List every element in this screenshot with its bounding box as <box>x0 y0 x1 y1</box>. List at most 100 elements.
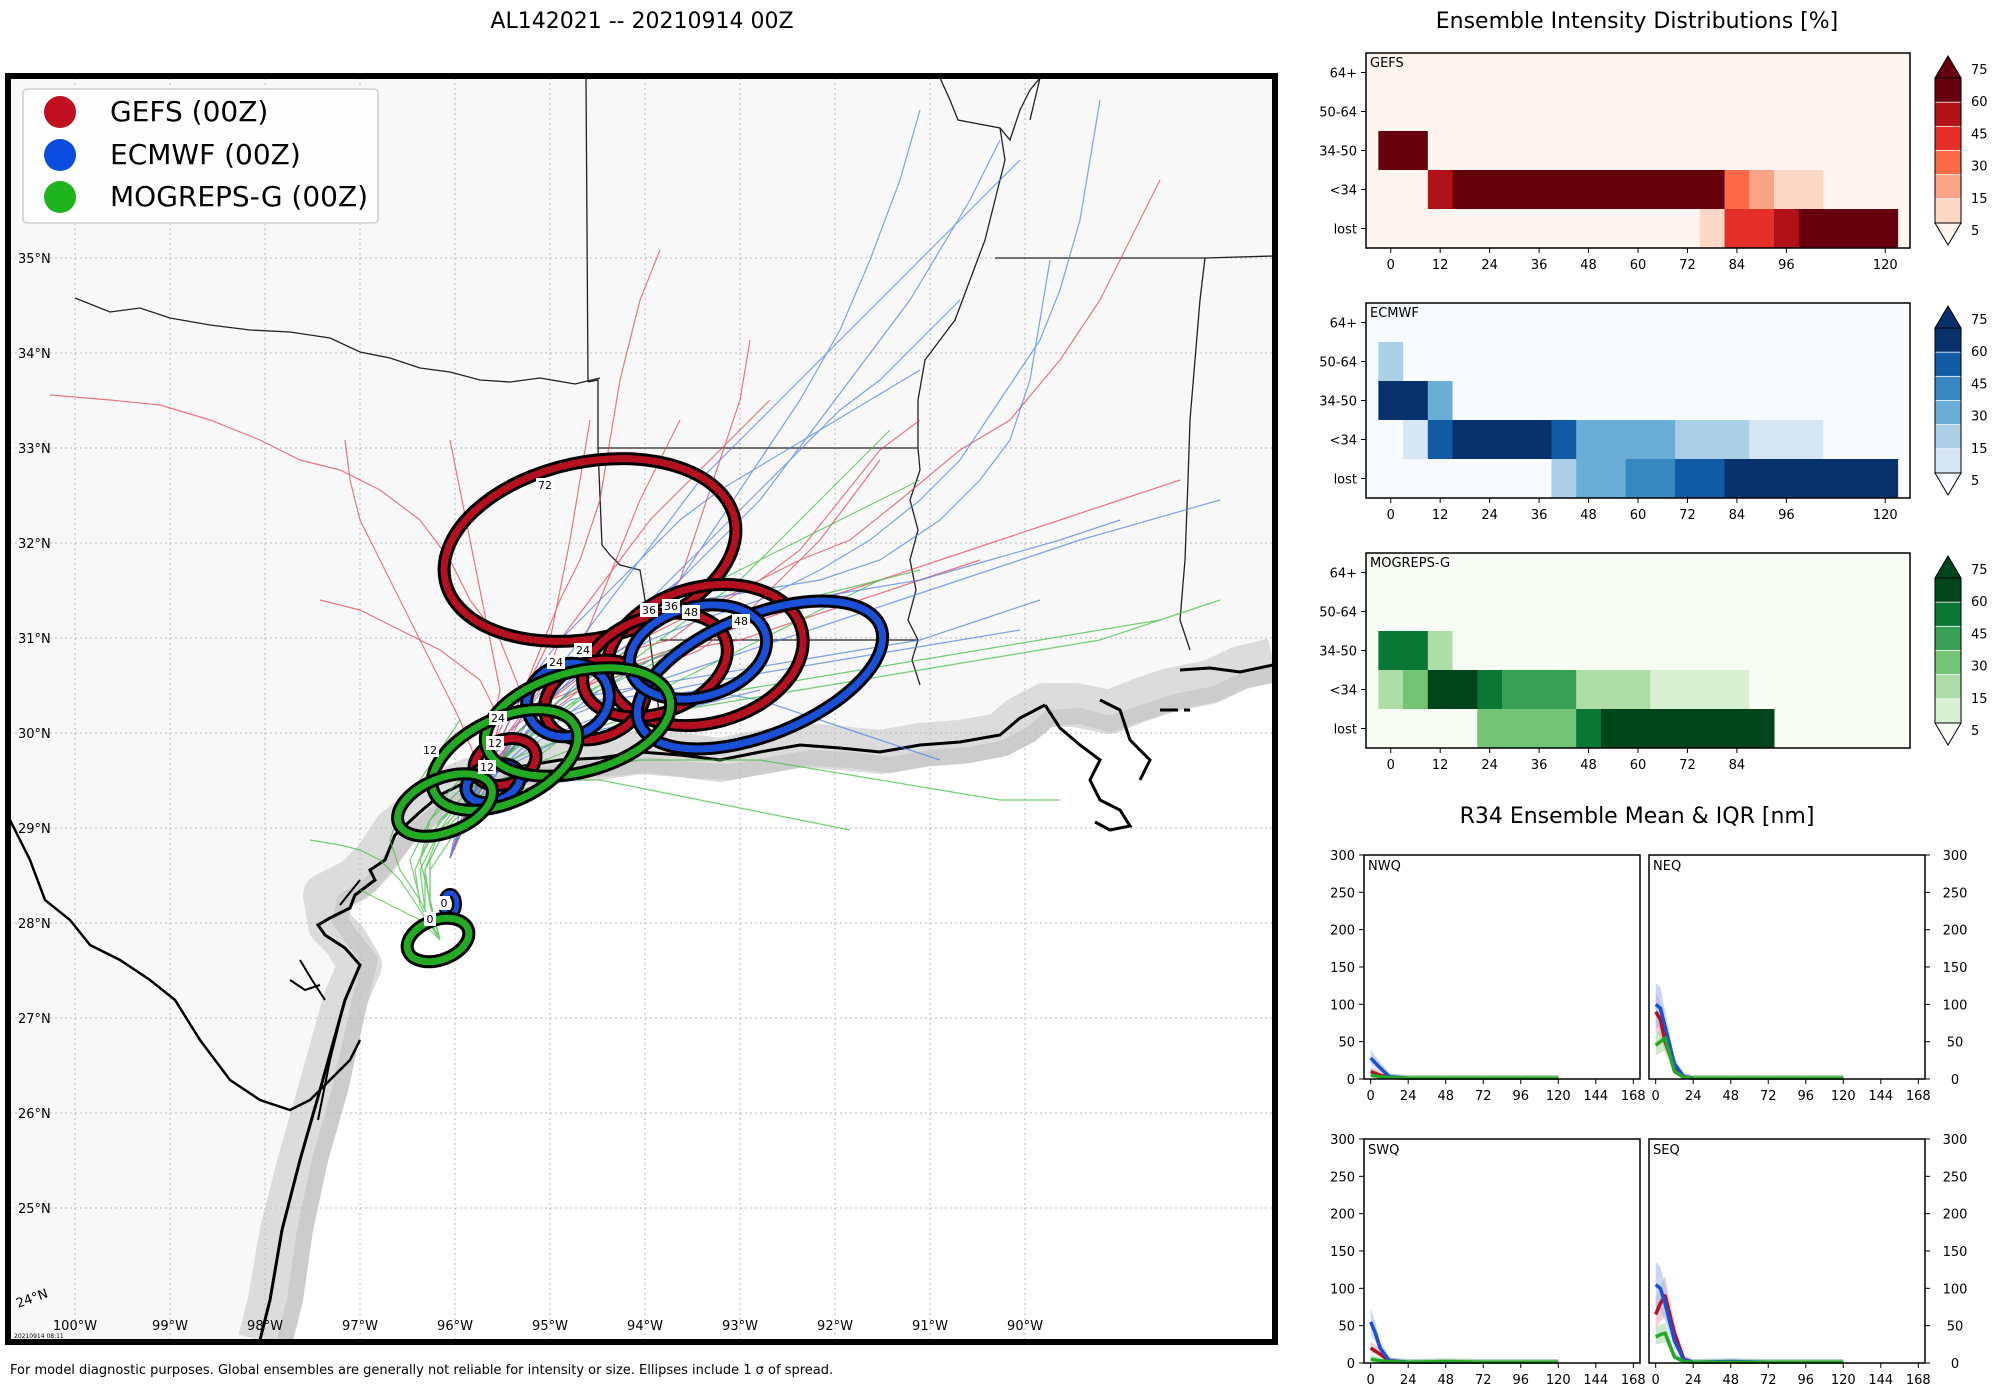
colorbar-top-cap <box>1934 305 1962 329</box>
heatmap-x-tick-label: 0 <box>1387 258 1395 273</box>
colorbar-tick-label: 5 <box>1971 474 1979 489</box>
r34-x-tick-label: 120 <box>1831 1089 1856 1104</box>
heatmap-cell <box>1502 709 1528 749</box>
lat-label-29n: 29°N <box>18 822 51 837</box>
lon-label-97w: 97°W <box>342 1319 378 1334</box>
mogreps-24-label: 24 <box>491 712 505 725</box>
r34-x-tick-label: 48 <box>1437 1373 1454 1388</box>
heatmap-cell <box>1477 303 1503 343</box>
heatmap-cell <box>1749 209 1775 249</box>
lat-label-28n: 28°N <box>18 917 51 932</box>
heatmap-cell <box>1452 592 1478 632</box>
colorbar-tick-label: 45 <box>1971 127 1988 142</box>
heatmap-x-tick-label: 24 <box>1481 508 1498 523</box>
heatmap-cell <box>1576 670 1602 710</box>
heatmap-cell <box>1477 709 1503 749</box>
r34-y-tick-label: 300 <box>1330 849 1355 864</box>
legend-box <box>22 88 379 224</box>
heatmap-cell <box>1699 131 1726 171</box>
heatmap-cell <box>1502 553 1528 593</box>
heatmap-cell <box>1699 553 1726 593</box>
heatmap-cell <box>1774 92 1800 132</box>
legend-gefs-marker <box>44 96 76 128</box>
heatmap-cell <box>1625 381 1651 421</box>
lat-label-31n: 31°N <box>18 632 51 647</box>
r34-x-tick-label: 120 <box>1546 1373 1571 1388</box>
heatmap-cell <box>1798 420 1824 460</box>
colorbar-tick-label: 30 <box>1971 160 1988 175</box>
r34-y-tick-label: 150 <box>1943 961 1968 976</box>
colorbar-tick-label: 5 <box>1971 724 1979 739</box>
colorbar-segment <box>1934 601 1962 628</box>
coastline <box>258 663 1273 1340</box>
lon-labels: 100°W 99°W 98°W 97°W 96°W 95°W 94°W 93°W… <box>53 1319 1043 1334</box>
heatmap-cell <box>1502 381 1528 421</box>
heatmap-cell <box>1774 131 1800 171</box>
main-title: AL142021 -- 20210914 00Z <box>490 9 793 34</box>
heatmap-x-tick-label: 36 <box>1531 508 1548 523</box>
heatmap-cell <box>1774 303 1800 343</box>
heatmap-cell <box>1675 670 1701 710</box>
heatmap-cell <box>1526 209 1552 249</box>
lon-label-90w: 90°W <box>1007 1319 1043 1334</box>
heatmap-cell <box>1526 131 1552 171</box>
heatmap-cell <box>1724 459 1750 499</box>
r34-x-tick-label: 72 <box>1475 1373 1492 1388</box>
r34-x-tick-label: 0 <box>1652 1089 1660 1104</box>
heatmap-cell <box>1551 303 1577 343</box>
heatmap-cell <box>1625 459 1651 499</box>
r34-x-tick-label: 48 <box>1722 1089 1739 1104</box>
heatmap-cell <box>1427 170 1454 210</box>
heatmap-x-tick-label: 12 <box>1432 758 1449 773</box>
heatmap-cell <box>1724 670 1750 710</box>
heatmap-cell <box>1403 670 1429 710</box>
heatmap-x-tick-label: 12 <box>1432 508 1449 523</box>
heatmap-x-tick-label: 48 <box>1580 758 1597 773</box>
label-ecmwf-24: 24 <box>547 655 565 669</box>
colorbar-tick-label: 60 <box>1971 595 1988 610</box>
r34-y-tick-label: 100 <box>1943 998 1968 1013</box>
r34-x-tick-label: 144 <box>1583 1089 1608 1104</box>
heatmap-cell <box>1724 92 1750 132</box>
heatmap-cell <box>1477 209 1503 249</box>
heatmap-cell <box>1625 670 1651 710</box>
heatmap-cell <box>1403 709 1429 749</box>
r34-panel-name: NWQ <box>1368 859 1401 874</box>
heatmap-cell <box>1452 303 1478 343</box>
heatmap-cell <box>1600 170 1627 210</box>
lon-label-98w: 98°W <box>247 1319 283 1334</box>
heatmap-cell <box>1378 459 1404 499</box>
r34-x-tick-label: 0 <box>1367 1089 1375 1104</box>
heatmap-cell <box>1452 631 1478 671</box>
heatmap-cell <box>1452 92 1478 132</box>
heatmap-mogreps-g: MOGREPS-G 64+ 50-64 34-50 <34 lost 0 12 24 36 48 60… <box>1319 552 1988 773</box>
heatmap-cell <box>1749 459 1775 499</box>
heatmap-cell <box>1774 209 1800 249</box>
heatmap-cell <box>1749 670 1775 710</box>
r34-y-tick-label: 50 <box>1338 1036 1355 1051</box>
r34-x-tick-label: 96 <box>1797 1089 1814 1104</box>
label-gefs-48: 48 <box>682 605 700 619</box>
heatmap-cell <box>1675 209 1701 249</box>
colorbar-tick-label: 75 <box>1971 563 1988 578</box>
r34-panel-neq: NEQ 300 250 200 150 100 50 0 0 24 48 72 96 120 144 168 <box>1648 849 1968 1104</box>
heatmap-cell <box>1576 342 1602 382</box>
heatmap-cell <box>1650 92 1676 132</box>
heatmap-cell <box>1675 131 1701 171</box>
heatmap-cell <box>1675 420 1701 460</box>
heatmap-row-label: lost <box>1334 223 1357 238</box>
heatmap-panel-name: GEFS <box>1370 56 1404 71</box>
heatmap-cell <box>1600 53 1627 93</box>
heatmap-cell <box>1600 303 1627 343</box>
heatmap-cell <box>1551 92 1577 132</box>
heatmap-cell <box>1526 381 1552 421</box>
heatmap-cell <box>1699 381 1726 421</box>
colorbar-segment <box>1934 448 1962 474</box>
r34-x-tick-label: 72 <box>1760 1373 1777 1388</box>
heatmap-cell <box>1452 420 1478 460</box>
label-ecmwf-12: 12 <box>478 760 496 774</box>
r34-x-tick-label: 72 <box>1760 1089 1777 1104</box>
heatmap-panel-name: ECMWF <box>1370 306 1419 321</box>
heatmap-cell <box>1675 553 1701 593</box>
r34-x-tick-label: 72 <box>1475 1089 1492 1104</box>
